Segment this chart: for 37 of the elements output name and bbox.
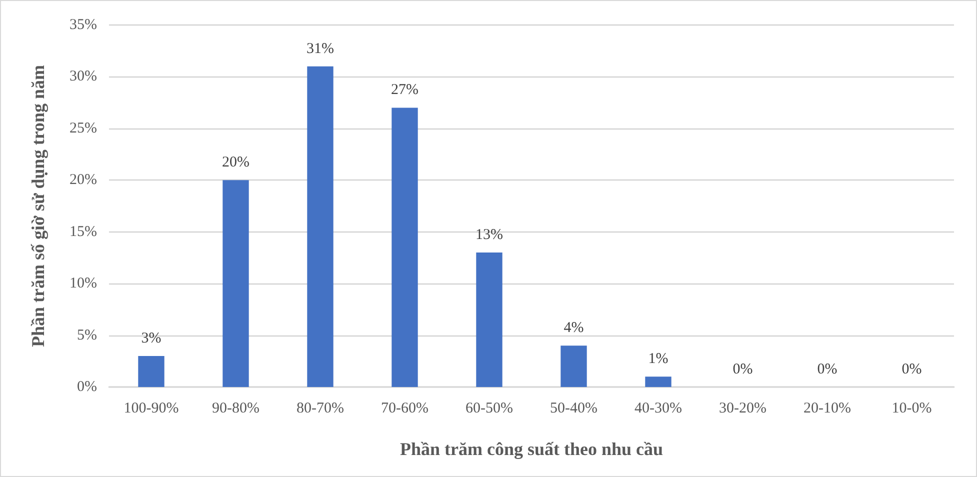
y-tick-label: 0% [77, 379, 97, 395]
x-tick-label: 80-70% [296, 400, 344, 416]
data-label: 1% [648, 351, 668, 368]
y-axis-title: Phần trăm số giờ sử dụng trong năm [28, 65, 48, 347]
bar [222, 180, 249, 387]
x-tick-label: 10-0% [892, 400, 932, 416]
x-tick-label: 60-50% [466, 400, 513, 416]
bar [560, 346, 587, 387]
x-tick-label: 20-10% [804, 400, 851, 416]
y-tick-label: 35% [70, 17, 97, 33]
data-label: 4% [564, 320, 584, 336]
x-tick-label: 70-60% [381, 400, 428, 416]
x-tick-label: 100-90% [124, 400, 179, 416]
x-tick-label: 90-80% [212, 400, 260, 416]
data-label: 0% [817, 362, 838, 378]
y-tick-label: 30% [70, 68, 97, 85]
x-tick-label: 30-20% [719, 400, 766, 416]
data-label: 3% [141, 330, 162, 346]
data-label: 13% [476, 227, 503, 244]
y-tick-label: 25% [70, 120, 97, 136]
data-label: 0% [732, 362, 753, 378]
y-tick-label: 20% [70, 172, 97, 188]
bar [392, 108, 418, 387]
data-label: 20% [222, 154, 250, 171]
data-label: 27% [391, 82, 418, 98]
y-tick-label: 10% [70, 276, 97, 292]
bar [476, 252, 502, 387]
x-tick-label: 40-30% [634, 400, 682, 416]
bar [645, 376, 672, 387]
x-tick-label: 50-40% [550, 400, 598, 416]
data-label: 0% [902, 362, 922, 378]
bar [307, 66, 334, 387]
x-axis-title: Phần trăm công suất theo nhu cầu [400, 439, 664, 459]
data-label: 31% [306, 40, 334, 57]
y-tick-label: 5% [77, 327, 97, 344]
y-tick-label: 15% [70, 224, 97, 240]
bar [138, 356, 164, 387]
